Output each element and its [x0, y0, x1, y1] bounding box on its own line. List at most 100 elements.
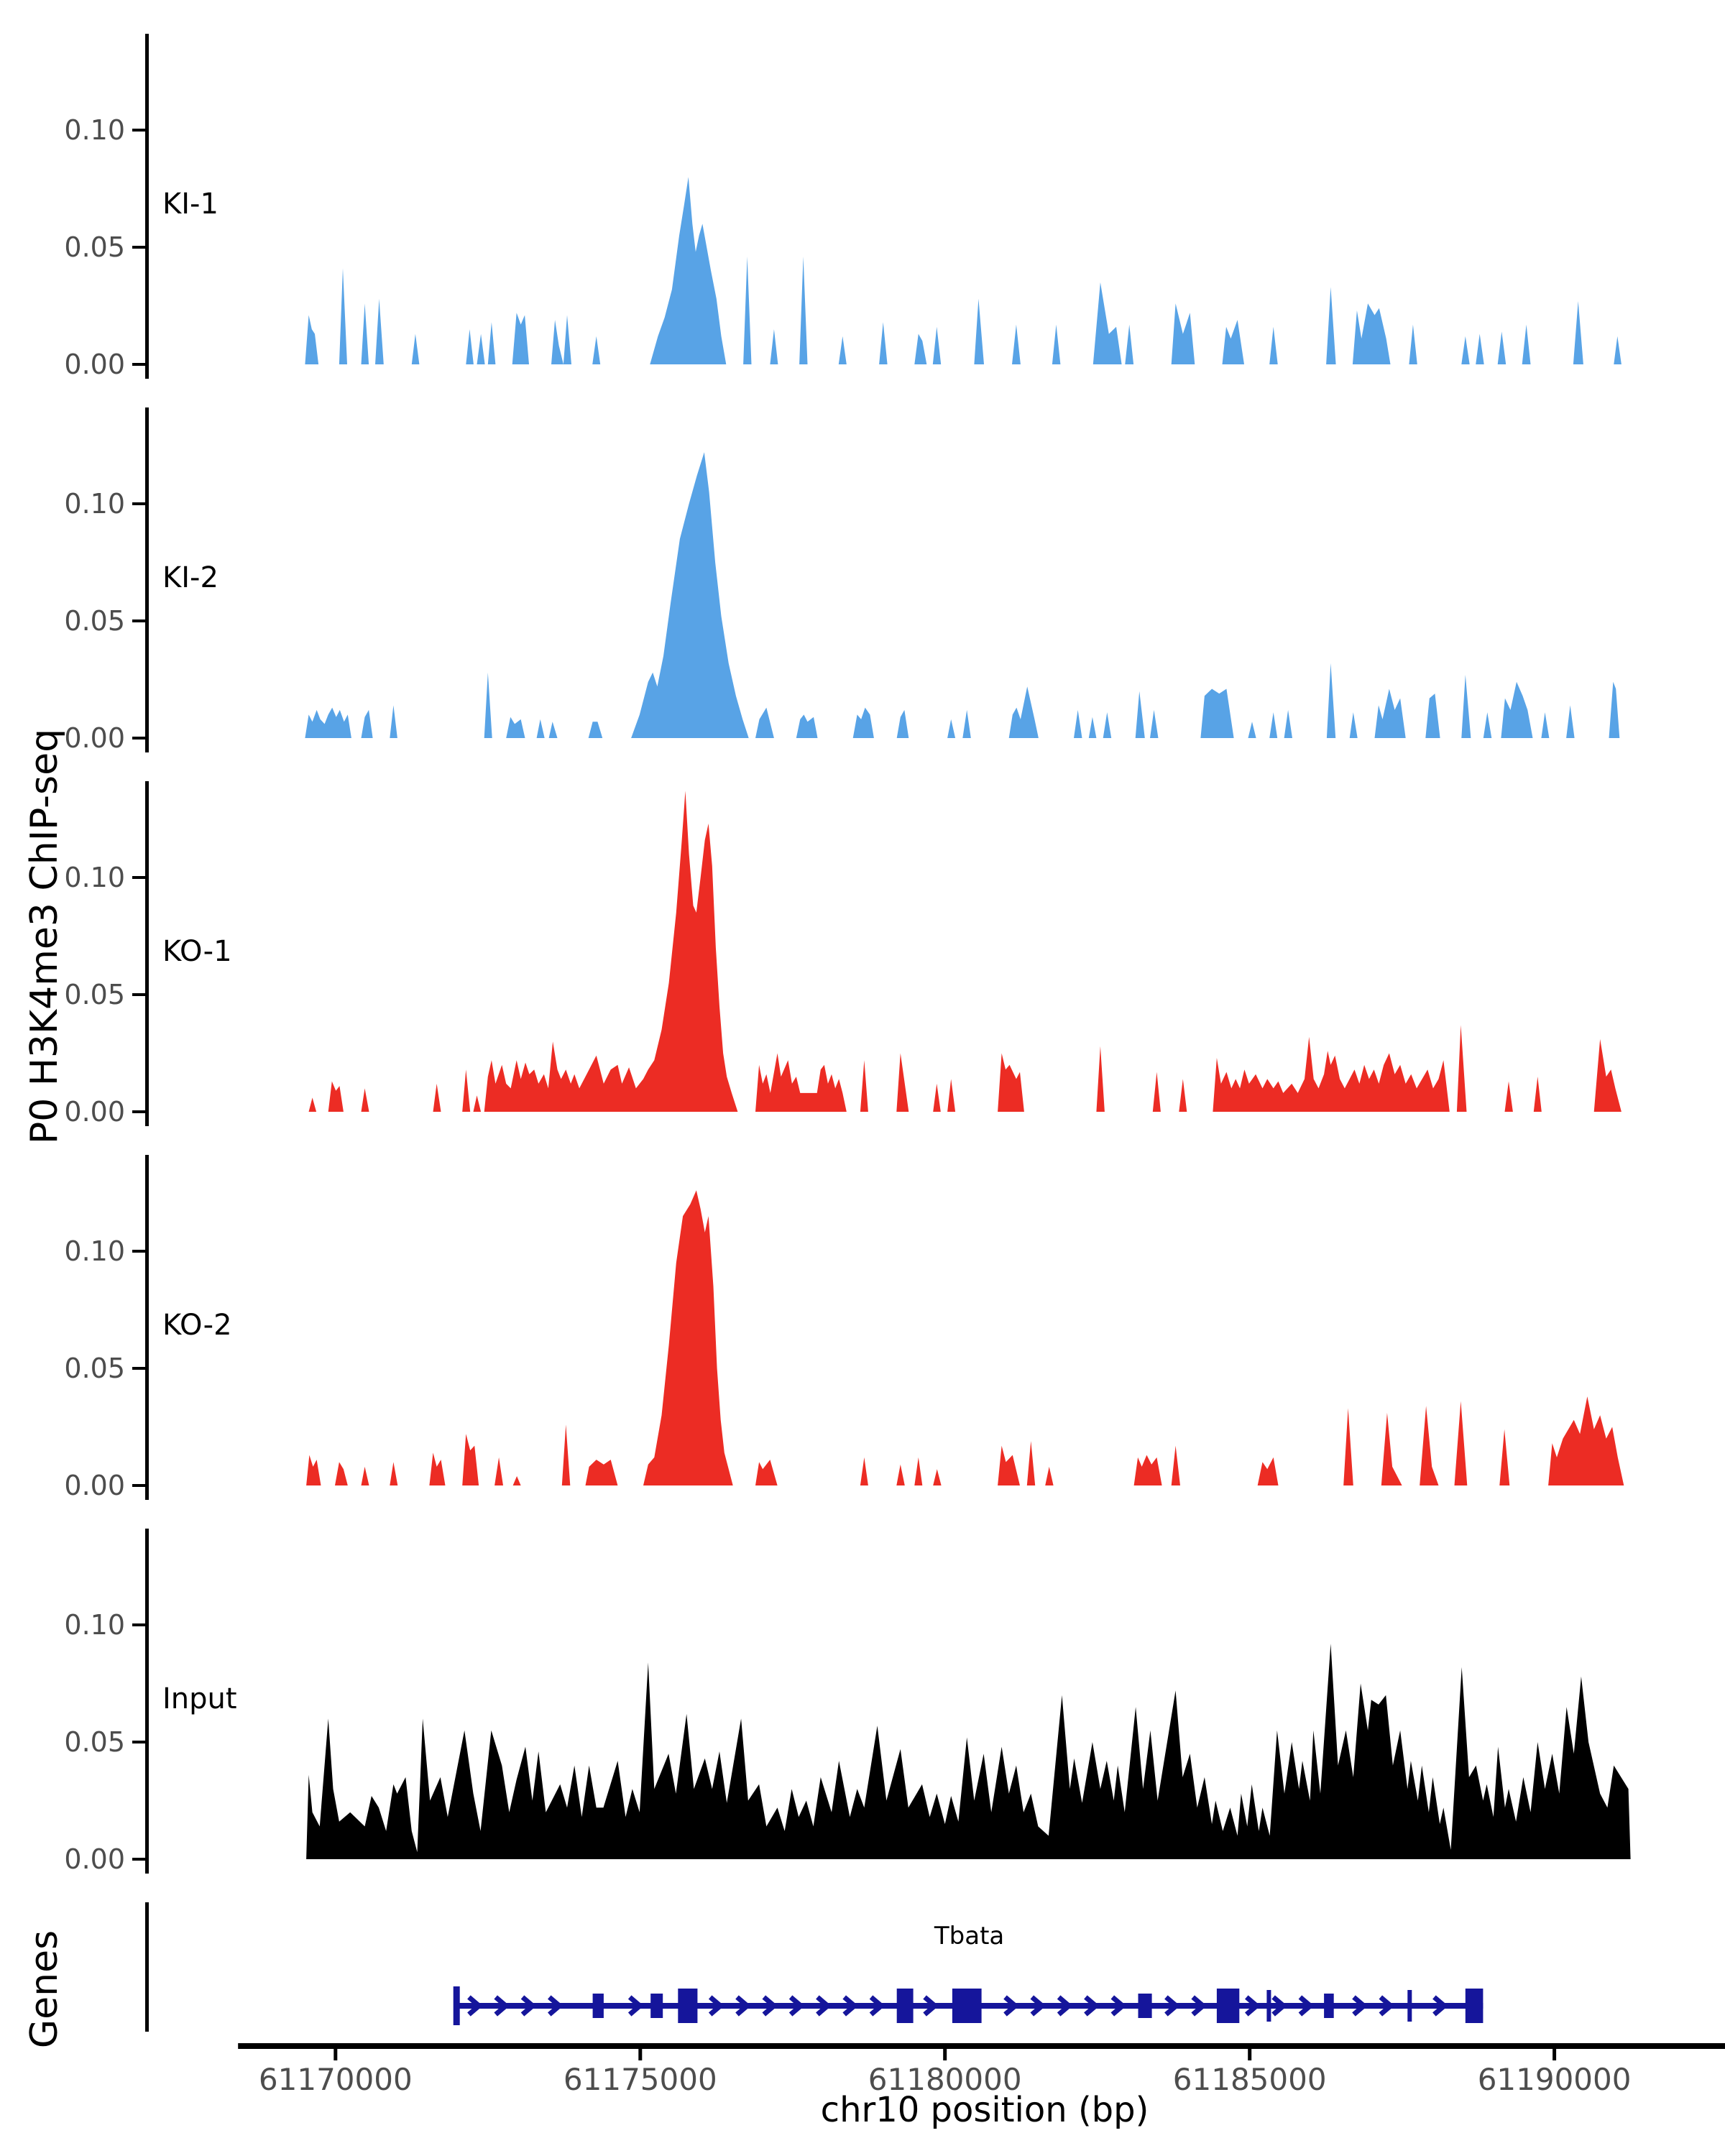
track-label-KI-1: KI-1: [162, 188, 218, 221]
gene-strand-arrow-icon: [1379, 1995, 1395, 2017]
y-axis-tick: [132, 1367, 145, 1370]
y-axis-tick-label: 0.05: [64, 231, 125, 263]
gene-strand-arrow-icon: [1271, 1995, 1287, 2017]
signal-area-KO-2: [306, 1190, 1624, 1485]
gene-strand-arrow-icon: [1057, 1995, 1073, 2017]
y-axis-tick-label: 0.05: [64, 1353, 125, 1384]
y-axis-tick: [132, 1741, 145, 1743]
gene-strand-arrow-icon: [762, 1995, 778, 2017]
genes-panel: Tbata: [145, 1902, 1484, 2032]
gene-strand-arrow-icon: [1030, 1995, 1046, 2017]
track-label-KO-1: KO-1: [162, 935, 232, 968]
gene-strand-arrow-icon: [1084, 1995, 1100, 2017]
y-axis-line: [145, 34, 149, 379]
signal-panel-Input: 0.10 0.05 0.00 Input: [64, 1529, 1631, 1874]
y-axis-line: [145, 407, 149, 752]
gene-name-label: Tbata: [934, 1922, 1004, 1950]
signal-panel-KO-2: 0.10 0.05 0.00 KO-2: [64, 1155, 1624, 1500]
x-axis-title: chr10 position (bp): [820, 2090, 1149, 2130]
gene-exon: [592, 1994, 604, 2018]
x-axis-tick: [1552, 2049, 1557, 2060]
y-axis-tick-label: 0.10: [64, 1235, 125, 1267]
gene-exon: [1324, 1994, 1334, 2018]
y-axis-tick: [132, 129, 145, 132]
gene-strand-arrow-icon: [627, 1995, 644, 2017]
y-axis-tick: [132, 737, 145, 740]
track-label-KO-2: KO-2: [162, 1309, 232, 1342]
y-axis-tick: [132, 1484, 145, 1487]
x-axis-tick-label: 61185000: [1173, 2062, 1327, 2097]
y-axis-line: [145, 1529, 149, 1874]
signal-area-KO-1: [308, 791, 1622, 1112]
gene-exon: [678, 1989, 698, 2023]
gene-strand-arrow-icon: [1352, 1995, 1368, 2017]
x-axis-tick: [1248, 2049, 1252, 2060]
signal-area-KI-2: [305, 452, 1620, 738]
gene-strand-arrow-icon: [1432, 1995, 1448, 2017]
gene-exon: [1266, 1990, 1271, 2022]
y-axis-tick-label: 0.05: [64, 979, 125, 1010]
x-axis-tick: [638, 2049, 643, 2060]
x-axis: 61170000 61175000 61180000 61185000 61190000: [238, 2043, 1725, 2097]
y-axis-tick: [132, 363, 145, 366]
y-axis-tick-label: 0.05: [64, 605, 125, 637]
gene-strand-arrow-icon: [842, 1995, 859, 2017]
y-axis-tick: [132, 1250, 145, 1253]
gene-exon: [1138, 1994, 1152, 2018]
gene-strand-arrow-icon: [520, 1995, 537, 2017]
x-axis-line: [238, 2043, 1725, 2049]
gene-strand-arrow-icon: [1191, 1995, 1208, 2017]
gene-start-bar: [453, 1986, 460, 2025]
y-axis-tick: [132, 876, 145, 879]
y-axis-tick: [132, 619, 145, 622]
gene-exon: [896, 1989, 914, 2023]
gene-strand-arrow-icon: [1164, 1995, 1180, 2017]
signal-panel-KI-1: 0.10 0.05 0.00 KI-1: [64, 34, 1622, 379]
y-axis-tick: [132, 502, 145, 505]
gene-strand-arrow-icon: [923, 1995, 939, 2017]
gene-exon: [1465, 1989, 1484, 2023]
y-axis-tick: [132, 1623, 145, 1626]
gene-strand-arrow-icon: [467, 1995, 483, 2017]
gene-exon: [952, 1989, 982, 2023]
gene-strand-arrow-icon: [494, 1995, 510, 2017]
gene-exon: [1407, 1990, 1412, 2022]
gene-strand-arrow-icon: [788, 1995, 805, 2017]
track-label-KI-2: KI-2: [162, 561, 218, 594]
y-axis-tick: [132, 246, 145, 249]
gene-strand-arrow-icon: [816, 1995, 832, 2017]
gene-strand-arrow-icon: [735, 1995, 751, 2017]
y-axis-line: [145, 1155, 149, 1500]
gene-strand-arrow-icon: [708, 1995, 724, 2017]
x-axis-tick-label: 61180000: [868, 2062, 1022, 2097]
signal-panel-KI-2: 0.10 0.05 0.00 KI-2: [64, 407, 1620, 752]
y-axis-tick-label: 0.00: [64, 1470, 125, 1500]
gene-exon: [1216, 1989, 1240, 2023]
track-label-Input: Input: [162, 1682, 237, 1715]
gene-strand-arrow-icon: [548, 1995, 564, 2017]
y-axis-tick-label: 0.00: [64, 349, 125, 379]
y-axis-tick-label: 0.05: [64, 1726, 125, 1758]
y-axis-tick-label: 0.10: [64, 1609, 125, 1641]
gene-strand-arrow-icon: [1245, 1995, 1261, 2017]
x-axis-tick: [943, 2049, 947, 2060]
y-axis-line: [145, 1902, 149, 2032]
signal-area-KI-1: [305, 177, 1622, 364]
y-axis-tick-label: 0.10: [64, 114, 125, 146]
y-axis-tick-label: 0.00: [64, 722, 125, 752]
gene-strand-arrow-icon: [1110, 1995, 1127, 2017]
signal-panel-KO-1: 0.10 0.05 0.00 KO-1: [64, 781, 1622, 1126]
y-axis-tick: [132, 1110, 145, 1113]
y-axis-line: [145, 781, 149, 1126]
y-axis-tick-label: 0.00: [64, 1096, 125, 1126]
gene-strand-arrow-icon: [1003, 1995, 1019, 2017]
gene-strand-arrow-icon: [1298, 1995, 1315, 2017]
x-axis-tick-label: 61175000: [564, 2062, 717, 2097]
x-axis-tick: [334, 2049, 338, 2060]
x-axis-tick-label: 61170000: [259, 2062, 413, 2097]
y-axis-tick-label: 0.10: [64, 488, 125, 520]
gene-exon: [650, 1994, 663, 2018]
y-axis-tick-label: 0.10: [64, 862, 125, 893]
x-axis-tick-label: 61190000: [1478, 2062, 1632, 2097]
